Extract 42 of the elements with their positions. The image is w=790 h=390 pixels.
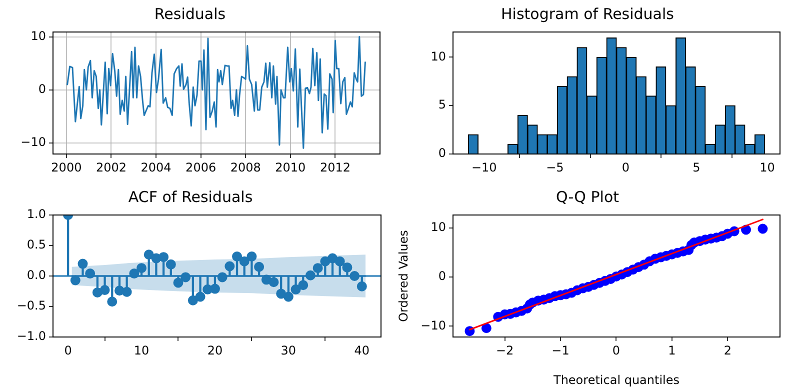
x-tick-label: 1: [668, 343, 676, 358]
x-tick-label: 40: [354, 343, 370, 358]
y-tick-label: 5: [438, 98, 446, 112]
x-tick-label: 2004: [140, 160, 172, 174]
y-tick-label: 0: [438, 269, 446, 284]
chart-title: Residuals: [154, 4, 226, 23]
chart-title: Q-Q Plot: [556, 188, 620, 206]
x-tick-label: 10: [760, 160, 775, 174]
x-axis-title: Theoretical quantiles: [552, 372, 680, 387]
y-tick-label: −10: [20, 134, 46, 149]
y-tick-label: 10: [430, 49, 446, 64]
x-tick-label: −10: [471, 160, 497, 174]
y-tick-label: 0.0: [26, 268, 46, 282]
y-tick-label: 0: [438, 146, 446, 160]
y-tick-label: 0: [38, 82, 46, 96]
y-tick-label: −0.5: [16, 298, 46, 313]
x-tick-label: 30: [280, 343, 296, 358]
x-tick-label: 2010: [275, 160, 306, 174]
x-tick-label: 2: [724, 343, 732, 358]
x-tick-label: 2006: [186, 160, 216, 174]
x-tick-label: 2000: [51, 160, 82, 174]
x-tick-label: 0: [622, 160, 630, 174]
y-tick-label: 10: [430, 220, 446, 234]
x-tick-label: −5: [546, 160, 564, 174]
chart-title: Histogram of Residuals: [501, 4, 674, 23]
x-tick-label: 2002: [96, 160, 127, 174]
x-tick-label: 0: [612, 343, 620, 358]
y-tick-label: −10: [420, 318, 446, 332]
x-tick-label: 2012: [320, 160, 350, 174]
y-tick-label: 10: [30, 28, 46, 43]
x-tick-label: −2: [496, 343, 514, 358]
x-tick-label: 20: [207, 343, 223, 358]
x-tick-label: −1: [552, 343, 570, 358]
x-tick-label: 2008: [230, 160, 261, 174]
chart-title: ACF of Residuals: [128, 188, 253, 206]
x-tick-label: 10: [134, 343, 150, 358]
y-tick-label: 0.5: [26, 238, 46, 252]
y-tick-label: −1.0: [16, 329, 46, 344]
y-axis-title: Ordered Values: [396, 230, 410, 322]
y-tick-label: 1.0: [26, 207, 46, 222]
x-tick-label: 0: [64, 343, 72, 358]
x-tick-label: 5: [692, 160, 700, 174]
